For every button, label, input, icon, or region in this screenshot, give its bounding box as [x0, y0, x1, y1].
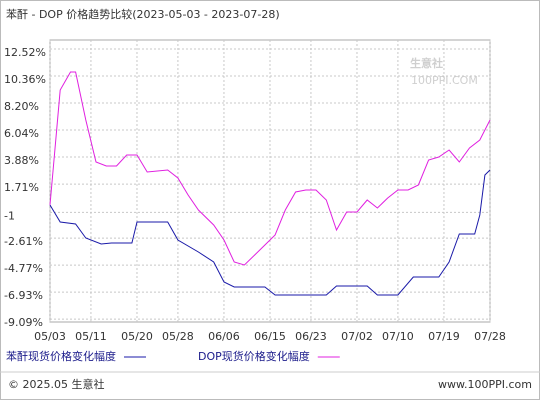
x-tick-label: 06/06	[208, 330, 240, 343]
legend-label: 苯酐现货价格变化幅度	[6, 349, 116, 363]
x-tick-label: 07/02	[341, 330, 373, 343]
x-tick-label: 05/03	[34, 330, 66, 343]
y-tick-label: 10.36%	[4, 73, 46, 86]
x-tick-label: 05/11	[75, 330, 107, 343]
x-tick-label: 06/23	[295, 330, 327, 343]
x-tick-label: 07/10	[382, 330, 414, 343]
x-tick-label: 05/28	[162, 330, 194, 343]
x-tick-label: 05/20	[121, 330, 153, 343]
x-tick-label: 06/15	[254, 330, 286, 343]
y-tick-label: 12.52%	[4, 46, 46, 59]
y-tick-label: 1.71%	[4, 181, 39, 194]
y-tick-label: -2.61%	[4, 235, 43, 248]
y-tick-label: 6.04%	[4, 127, 39, 140]
footer-left: © 2025.05 生意社	[8, 377, 104, 391]
chart-title: 苯酐 - DOP 价格趋势比较(2023-05-03 - 2023-07-28)	[6, 7, 280, 21]
y-tick-label: -9.09%	[4, 316, 43, 329]
y-tick-label: 3.88%	[4, 154, 39, 167]
series-line	[49, 71, 491, 266]
y-tick-label: -4.77%	[4, 262, 43, 275]
x-tick-label: 07/28	[474, 330, 506, 343]
x-tick-label: 07/19	[428, 330, 460, 343]
watermark: 生意社	[410, 56, 443, 70]
legend-label: DOP现货价格变化幅度	[198, 349, 310, 363]
series-line	[49, 169, 491, 296]
y-tick-label: -6.93%	[4, 289, 43, 302]
y-tick-label: -1	[4, 209, 15, 222]
footer-right: www.100PPI.com	[438, 378, 532, 391]
y-tick-label: 8.20%	[4, 100, 39, 113]
